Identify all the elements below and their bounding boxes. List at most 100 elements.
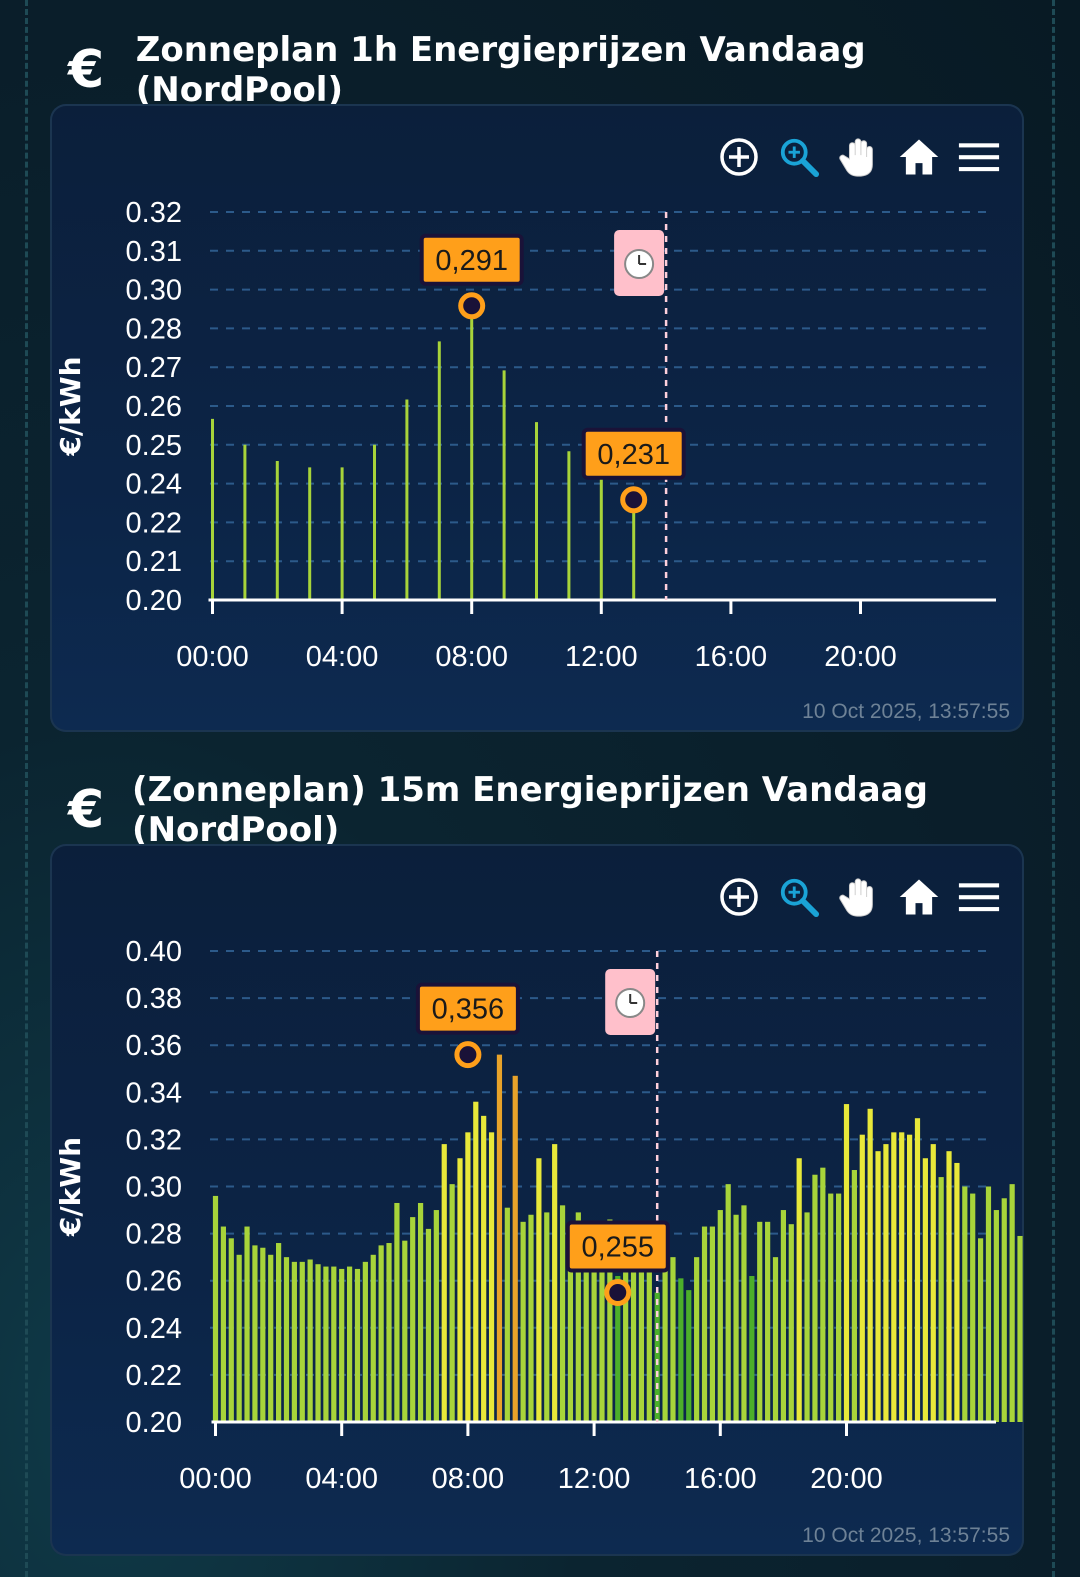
bar xyxy=(615,1275,621,1422)
panel-1-header: € Zonneplan 1h Energieprijzen Vandaag (N… xyxy=(68,30,1080,110)
annotation-point xyxy=(620,486,648,514)
bar xyxy=(970,1193,976,1422)
zoom-select-icon[interactable] xyxy=(778,136,820,178)
chart-card-15m: 0.40 0.38 0.36 0.34 0.32 0.30 0.28 0.26 0.24 0.22… xyxy=(50,844,1024,1556)
y-tick-label: 0.31 xyxy=(126,236,182,268)
chart-card-1h: 0.32 0.31 0.30 0.28 0.27 0.26 0.25 0.24 0.22 0.21… xyxy=(50,104,1024,732)
bar xyxy=(741,1205,747,1422)
x-tick-label: 12:00 xyxy=(558,1463,631,1495)
annotation-label: 0,231 xyxy=(597,439,670,471)
bar xyxy=(496,1054,503,1422)
bar xyxy=(520,1221,526,1422)
clock-icon xyxy=(624,249,655,279)
x-tick-label: 12:00 xyxy=(565,641,638,673)
bar xyxy=(662,1268,668,1422)
bar xyxy=(725,1184,731,1422)
chart-timestamp: 10 Oct 2025, 13:57:55 xyxy=(802,1524,1010,1547)
bar xyxy=(985,1186,992,1422)
x-tick-label: 16:00 xyxy=(684,1463,757,1495)
bar xyxy=(772,1257,779,1422)
bar xyxy=(394,1202,400,1422)
bar xyxy=(765,1221,771,1422)
left-border-decoration xyxy=(25,0,28,1577)
bar xyxy=(362,1261,368,1422)
bar xyxy=(670,1257,676,1422)
y-axis-label: €/kWh xyxy=(54,356,87,456)
pan-hand-icon[interactable] xyxy=(838,136,880,178)
chart-toolbar xyxy=(718,876,1000,918)
bar xyxy=(717,1210,723,1422)
bar xyxy=(473,1101,479,1422)
bar xyxy=(686,1290,692,1422)
bar xyxy=(638,1235,645,1422)
home-icon[interactable] xyxy=(898,876,940,918)
zoom-in-icon[interactable] xyxy=(718,876,760,918)
bar xyxy=(283,1257,290,1422)
x-tick-label: 04:00 xyxy=(306,641,379,673)
bar xyxy=(607,1219,613,1422)
y-tick-label: 0.40 xyxy=(126,936,182,968)
bar xyxy=(1009,1184,1015,1422)
bar xyxy=(370,1254,376,1422)
y-tick-label: 0.32 xyxy=(126,197,182,229)
bar xyxy=(938,1177,944,1422)
y-tick-label: 0.38 xyxy=(126,983,182,1015)
bar xyxy=(891,1132,897,1422)
y-tick-label: 0.22 xyxy=(126,507,182,539)
euro-icon: € xyxy=(68,40,105,100)
annotation-box xyxy=(565,1220,670,1273)
bar xyxy=(583,1243,589,1422)
annotation-box xyxy=(415,982,520,1035)
bar xyxy=(630,1252,637,1422)
zoom-in-icon[interactable] xyxy=(718,136,760,178)
bar xyxy=(851,1170,857,1422)
y-tick-label: 0.32 xyxy=(126,1124,182,1156)
menu-icon[interactable] xyxy=(958,136,1000,178)
bar xyxy=(402,1240,408,1422)
bar xyxy=(331,1266,337,1422)
bar xyxy=(252,1245,258,1422)
y-tick-label: 0.20 xyxy=(126,585,182,617)
bar xyxy=(488,1132,495,1422)
bar xyxy=(701,1226,708,1422)
bar xyxy=(354,1268,361,1422)
zoom-select-icon[interactable] xyxy=(778,876,820,918)
pan-hand-icon[interactable] xyxy=(838,876,880,918)
x-tick-label: 00:00 xyxy=(176,641,249,673)
bar xyxy=(260,1247,266,1422)
bar xyxy=(220,1226,226,1422)
chart-timestamp: 10 Oct 2025, 13:57:55 xyxy=(802,700,1010,723)
bar xyxy=(749,1275,755,1422)
bar xyxy=(212,1195,219,1422)
price-chart-1h[interactable]: 0.32 0.31 0.30 0.28 0.27 0.26 0.25 0.24 0.22 0.21… xyxy=(50,104,1024,732)
bar xyxy=(694,1257,700,1422)
bar xyxy=(828,1193,834,1422)
y-tick-label: 0.36 xyxy=(126,1030,182,1062)
bar xyxy=(544,1212,550,1422)
bar xyxy=(757,1221,763,1422)
bar xyxy=(646,1268,652,1422)
bar xyxy=(410,1217,416,1422)
euro-icon: € xyxy=(68,780,105,840)
bar xyxy=(820,1167,826,1422)
x-tick-label: 20:00 xyxy=(810,1463,883,1495)
bar xyxy=(654,1292,660,1422)
bar xyxy=(899,1132,905,1422)
menu-icon[interactable] xyxy=(958,876,1000,918)
bar xyxy=(962,1186,968,1422)
bar xyxy=(236,1254,242,1422)
y-axis-label: €/kWh xyxy=(54,1137,87,1237)
bar xyxy=(993,1210,999,1422)
bar xyxy=(559,1205,566,1422)
annotation-point xyxy=(604,1278,632,1306)
bar xyxy=(812,1174,818,1422)
bar xyxy=(449,1184,455,1422)
home-icon[interactable] xyxy=(898,136,940,178)
bar xyxy=(417,1202,424,1422)
bar xyxy=(244,1226,250,1422)
bar xyxy=(836,1193,842,1422)
bar xyxy=(268,1254,274,1422)
bar xyxy=(567,1257,574,1422)
price-chart-15m[interactable]: 0.40 0.38 0.36 0.34 0.32 0.30 0.28 0.26 0.24 0.22… xyxy=(50,844,1024,1556)
y-tick-label: 0.22 xyxy=(126,1360,182,1392)
